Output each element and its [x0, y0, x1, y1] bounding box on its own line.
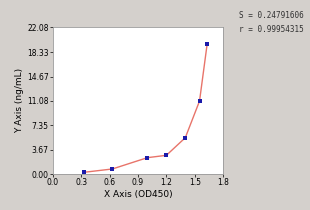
- Text: r = 0.99954315: r = 0.99954315: [239, 25, 304, 34]
- Point: [145, 156, 150, 159]
- Point: [82, 171, 86, 174]
- Point: [110, 167, 115, 171]
- X-axis label: X Axis (OD450): X Axis (OD450): [104, 190, 172, 199]
- Point: [205, 43, 210, 46]
- Point: [183, 136, 188, 139]
- Point: [197, 99, 202, 103]
- Y-axis label: Y Axis (ng/mL): Y Axis (ng/mL): [15, 68, 24, 133]
- Point: [164, 154, 169, 157]
- Text: S = 0.24791606: S = 0.24791606: [239, 10, 304, 20]
